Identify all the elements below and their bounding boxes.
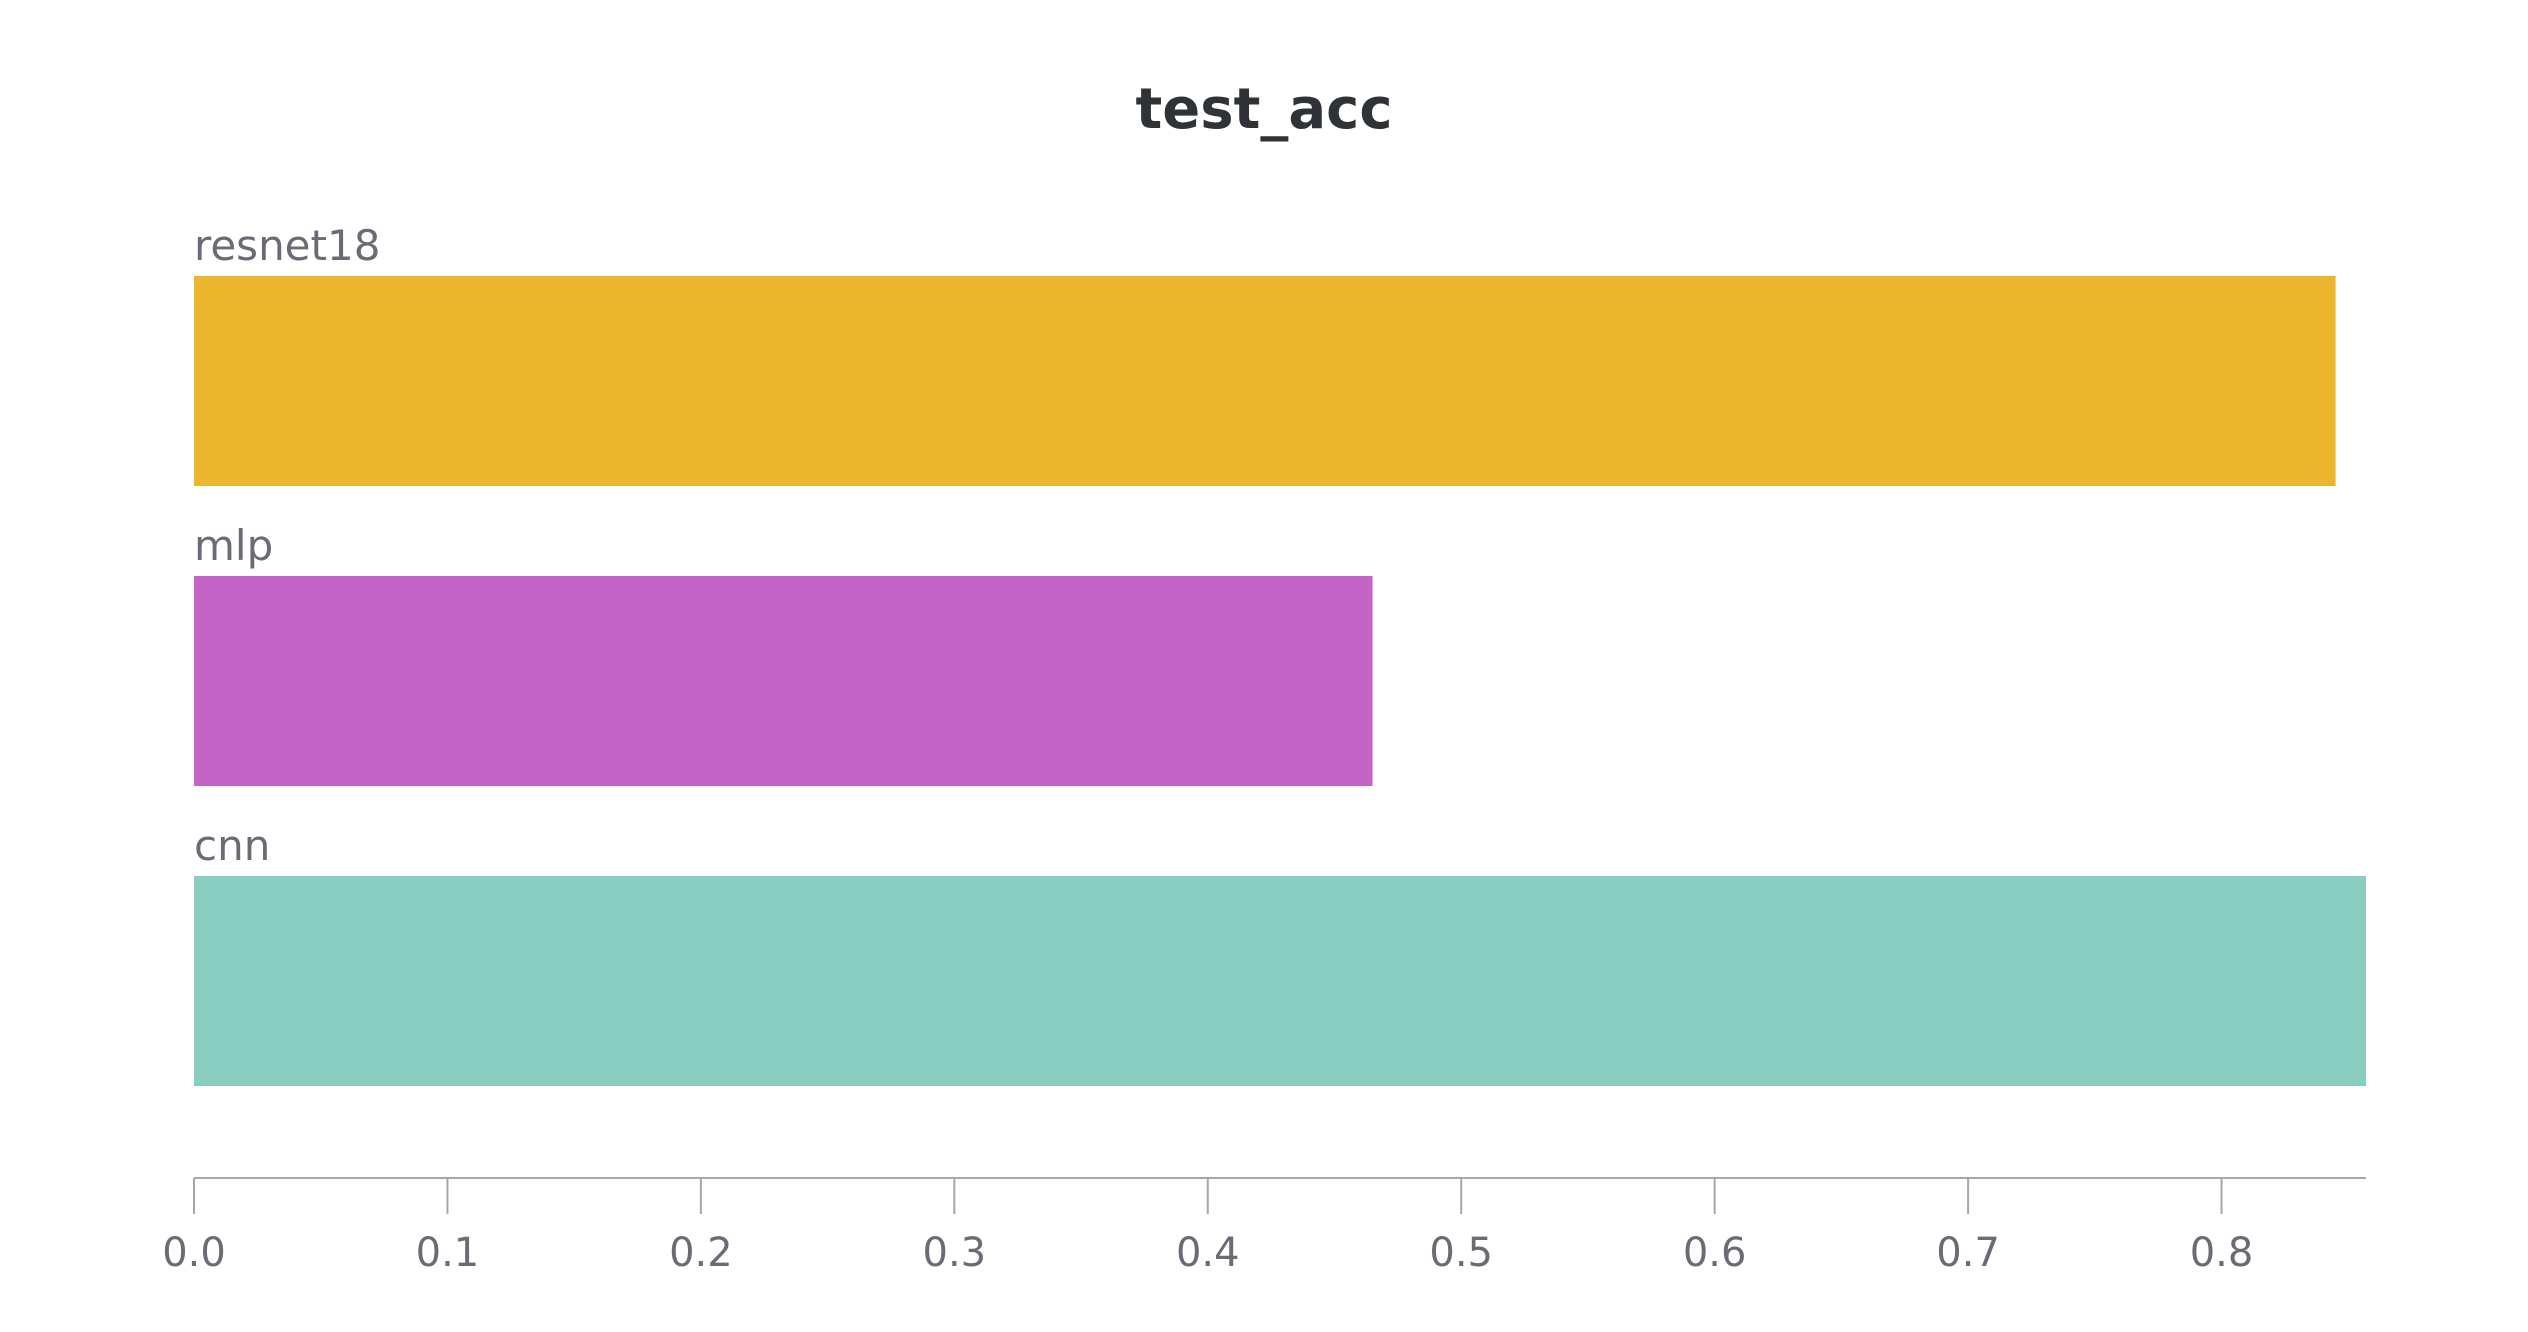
x-tick-label: 0.3 — [923, 1230, 987, 1276]
x-tick-label: 0.7 — [1936, 1230, 2000, 1276]
x-tick-label: 0.8 — [2190, 1230, 2254, 1276]
bar-mlp[interactable] — [194, 576, 1373, 786]
bars-layer: resnet18 mlp cnn — [194, 221, 2366, 1086]
x-tick-label: 0.5 — [1429, 1230, 1493, 1276]
x-tick-label: 0.2 — [669, 1230, 733, 1276]
bar-cnn[interactable] — [194, 876, 2366, 1086]
bar-label-resnet18: resnet18 — [194, 221, 380, 270]
bar-label-mlp: mlp — [194, 521, 273, 570]
bar-resnet18[interactable] — [194, 276, 2336, 486]
x-tick-label: 0.4 — [1176, 1230, 1240, 1276]
chart-title: test_acc — [1135, 77, 1392, 142]
x-axis: 0.0 0.1 0.2 0.3 0.4 0.5 0.6 0.7 0.8 — [162, 1177, 2366, 1276]
x-tick-label: 0.6 — [1683, 1230, 1747, 1276]
x-tick-label: 0.0 — [162, 1230, 226, 1276]
x-tick-label: 0.1 — [416, 1230, 480, 1276]
bar-label-cnn: cnn — [194, 821, 270, 870]
